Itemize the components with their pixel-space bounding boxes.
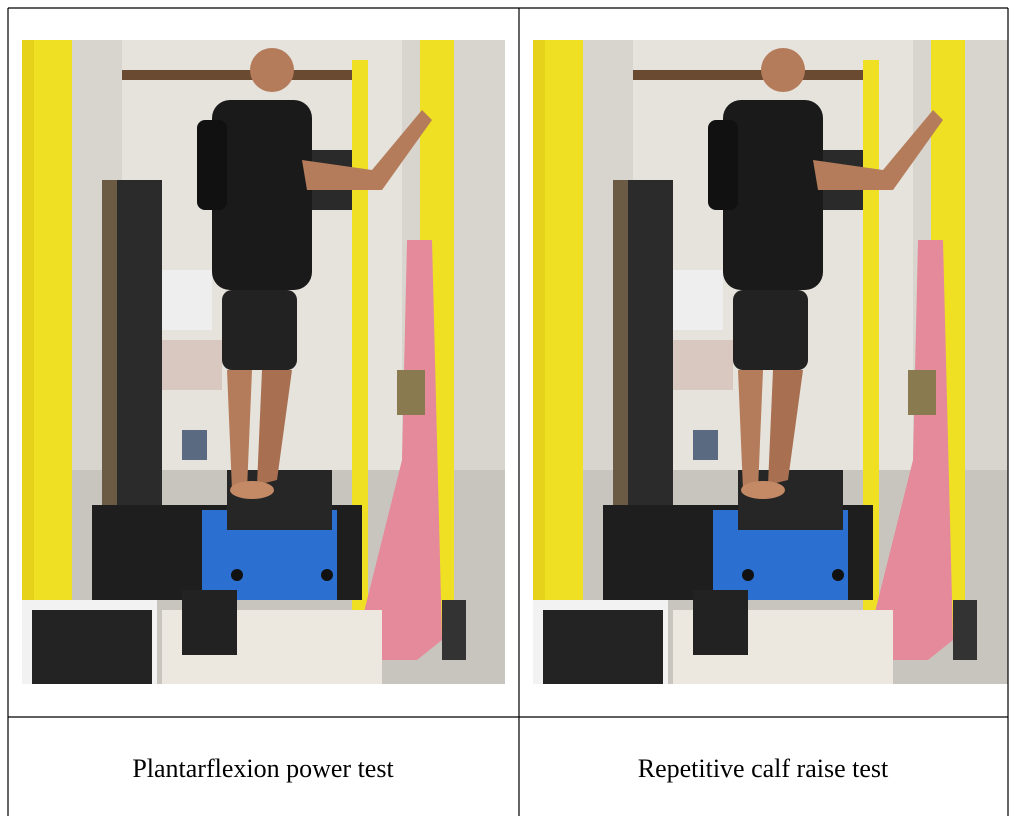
photo-left [22,40,505,684]
caption: Repetitive calf raise test [638,754,889,783]
photo-right [533,40,1016,684]
page: {"table": {"cells": [{"caption": "Planta… [0,0,1016,819]
document-table: Plantarflexion power test Repetitive cal… [0,0,1016,819]
caption: Plantarflexion power test [132,754,394,783]
